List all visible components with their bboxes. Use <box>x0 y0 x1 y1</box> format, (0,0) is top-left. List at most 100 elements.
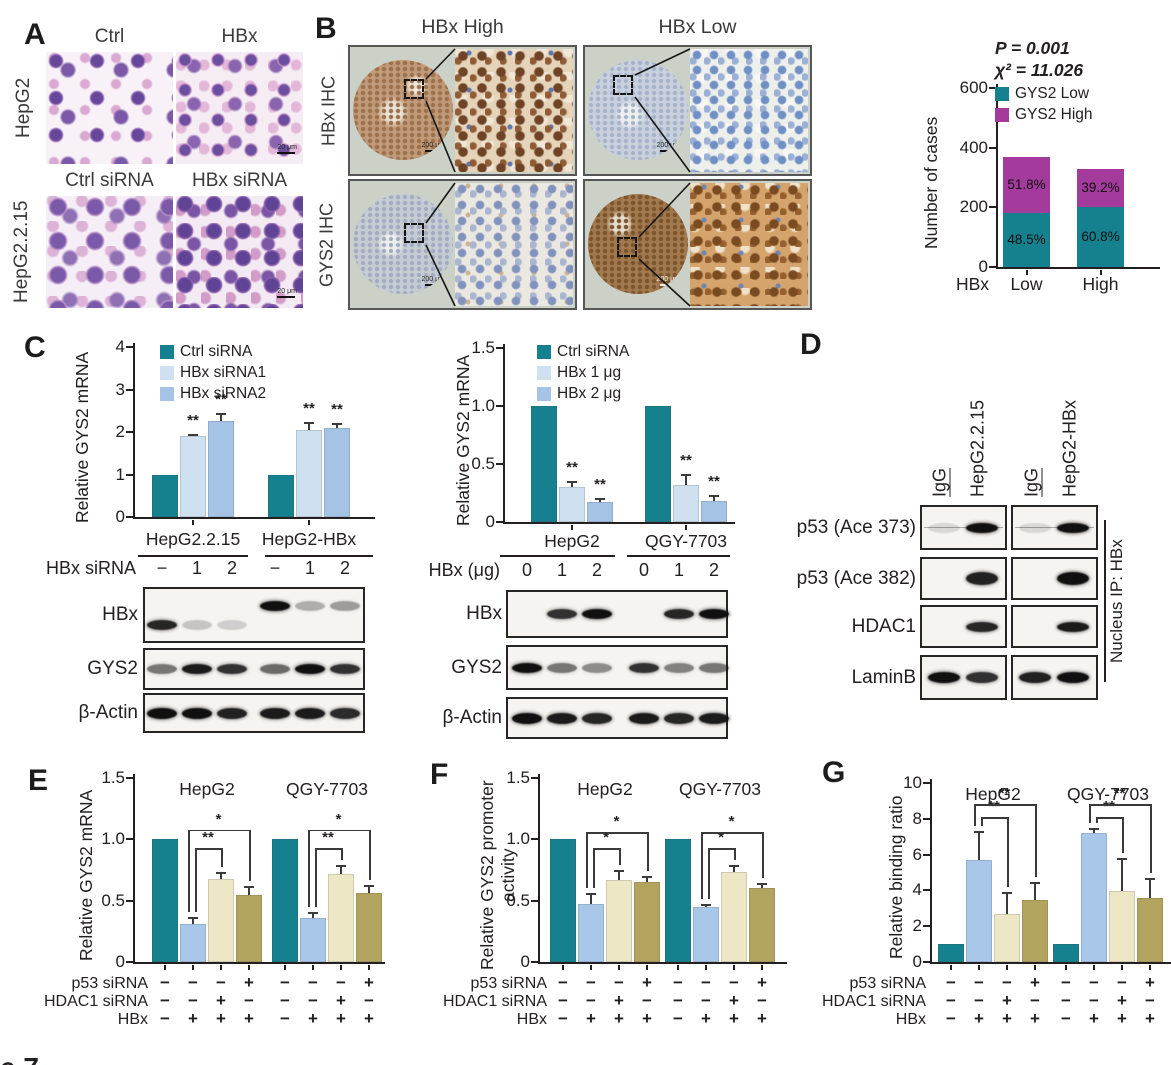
panel-e-label: E <box>28 764 49 797</box>
bracket-line <box>708 847 734 850</box>
y-tick <box>989 87 996 89</box>
y-tick-label: 1 <box>115 464 125 484</box>
blot-box <box>506 590 728 638</box>
matrix-symbol: − <box>614 973 624 992</box>
bar <box>208 421 234 517</box>
matrix-row-label: HBx <box>117 1011 148 1028</box>
bracket-drop <box>734 847 736 861</box>
tissue-core-image: 200 μm <box>353 60 453 160</box>
error-bar <box>571 481 573 488</box>
segment-percentage: 51.8% <box>1007 176 1046 192</box>
blot-box <box>143 693 365 733</box>
y-tick <box>923 817 930 820</box>
panel-d-label: D <box>800 328 822 361</box>
lane-label: 1 <box>673 560 684 580</box>
x-tick <box>685 525 687 530</box>
matrix-symbol: − <box>673 991 683 1010</box>
he-image-hepg2215-ctrl-sirna <box>46 196 173 308</box>
y-tick <box>126 431 133 433</box>
scalebar-line <box>277 151 295 154</box>
x-tick <box>733 965 735 970</box>
bracket-drop <box>619 847 621 865</box>
x-tick <box>368 965 370 970</box>
panel-a-row-label-hepg2215: HepG2.2.15 <box>11 200 32 304</box>
protein-band <box>147 707 177 719</box>
bracket-drop <box>1089 804 1091 823</box>
protein-band <box>1057 672 1089 683</box>
scalebar-label: 20 μm <box>277 288 297 295</box>
matrix-symbol: + <box>364 973 374 992</box>
protein-band <box>1057 621 1089 632</box>
panel-a-title-hbx-sirna: HBx siRNA <box>191 170 287 191</box>
x-tick <box>618 965 620 970</box>
protein-band <box>512 712 542 724</box>
protein-band <box>966 522 998 533</box>
lane-label: 2 <box>591 560 602 580</box>
y-tick-label: 400 <box>959 137 988 157</box>
protein-band <box>295 664 325 674</box>
group-title: QGY-7703 <box>285 779 369 799</box>
blot-column-label: IgG <box>929 467 950 497</box>
panel-a-label: A <box>24 18 46 51</box>
bracket-line <box>1089 804 1150 807</box>
x-axis <box>538 962 787 964</box>
y-tick <box>531 777 538 779</box>
bracket-drop <box>221 847 223 868</box>
error-bar-cap <box>308 911 318 914</box>
error-bar-cap <box>595 497 605 500</box>
bar <box>1109 891 1135 962</box>
category-label: High <box>1082 274 1119 294</box>
y-axis <box>930 779 932 964</box>
bracket-significance: * <box>718 828 724 846</box>
bar <box>721 872 747 962</box>
matrix-symbol: + <box>244 973 254 992</box>
significance-stars: ** <box>680 452 692 470</box>
y-tick-label: 2 <box>115 422 125 441</box>
matrix-symbol: − <box>1002 973 1012 992</box>
y-axis <box>996 84 998 269</box>
legend-swatch <box>995 108 1009 122</box>
legend-label: HBx siRNA1 <box>180 364 267 381</box>
lane-row-label: HBx (μg) <box>428 560 500 580</box>
y-tick-label: 8 <box>912 808 922 828</box>
x-tick <box>646 965 648 970</box>
bracket-drop <box>586 831 588 889</box>
lane-label: 1 <box>556 560 567 580</box>
y-tick-label: 1.5 <box>471 338 495 357</box>
matrix-symbol: + <box>216 991 226 1010</box>
x-axis <box>133 962 385 964</box>
matrix-symbol: + <box>1145 973 1155 992</box>
y-tick <box>126 388 133 391</box>
matrix-symbol: − <box>1061 1009 1071 1028</box>
y-tick <box>126 838 133 841</box>
bracket-line <box>981 817 1007 819</box>
x-tick <box>340 965 342 970</box>
error-bar <box>733 865 735 873</box>
error-bar-cap <box>974 831 984 834</box>
x-axis <box>996 267 1160 269</box>
matrix-symbol: − <box>308 991 318 1010</box>
significance-stars: ** <box>708 473 720 491</box>
bracket-significance: ** <box>988 798 1000 815</box>
significance-stars: ** <box>566 459 578 477</box>
bar <box>1053 944 1079 962</box>
matrix-symbol: + <box>1030 973 1040 992</box>
protein-band <box>582 662 612 673</box>
matrix-symbol: − <box>757 991 767 1010</box>
x-tick <box>978 965 980 970</box>
ihc-box-hbx-high-hbx: 200 μm <box>348 45 577 176</box>
group-title: QGY-7703 <box>678 779 762 799</box>
matrix-symbol: − <box>364 991 374 1010</box>
group-underline <box>500 555 615 557</box>
scalebar-line <box>660 149 678 152</box>
tissue-inset-image <box>455 49 573 172</box>
bar <box>296 429 322 517</box>
protein-band <box>966 672 998 683</box>
matrix-symbol: − <box>946 973 956 992</box>
matrix-symbol: + <box>614 1009 624 1028</box>
bracket-drop <box>1122 817 1124 854</box>
y-tick <box>923 889 930 892</box>
bracket-drop <box>188 829 190 912</box>
protein-band <box>330 664 360 674</box>
error-bar <box>336 422 338 428</box>
